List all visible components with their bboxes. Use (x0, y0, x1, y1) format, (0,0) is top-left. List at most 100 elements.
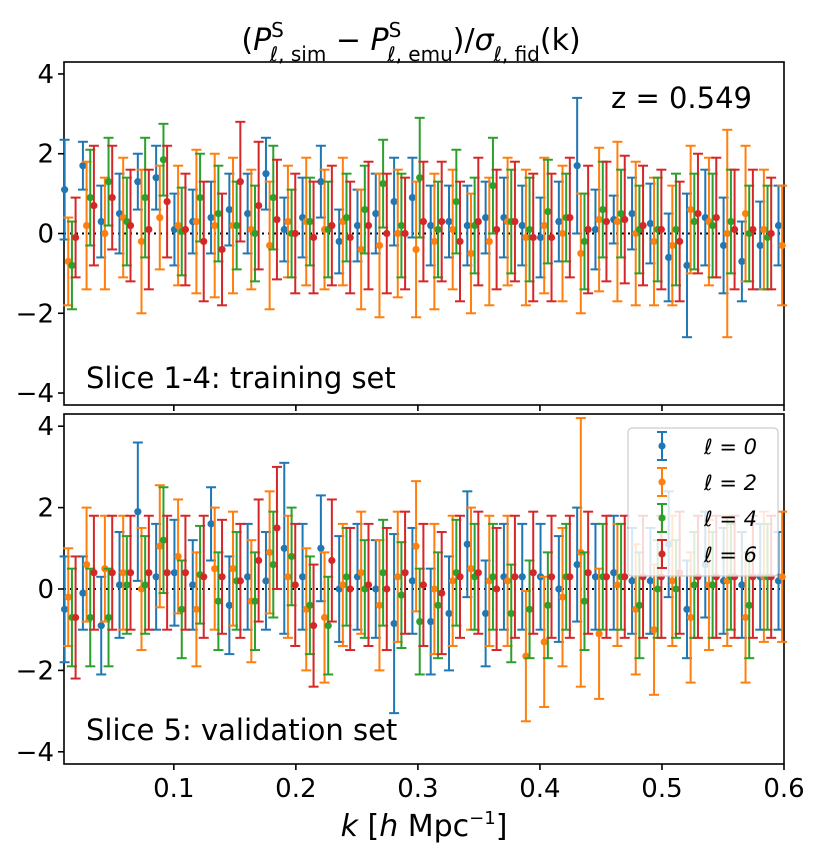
data-point (284, 573, 292, 581)
data-point (97, 622, 105, 630)
data-point (156, 213, 164, 222)
data-point (372, 585, 380, 593)
data-point (584, 225, 592, 234)
data-point (244, 573, 252, 581)
data-point (383, 229, 391, 238)
data-point (427, 617, 435, 626)
data-point (741, 613, 750, 622)
data-point (445, 217, 453, 226)
data-point (262, 170, 270, 178)
y-tick-label: 2 (37, 140, 54, 170)
data-point (86, 194, 94, 202)
data-point (152, 573, 160, 581)
title-close: )/ (453, 23, 476, 58)
data-point (555, 585, 563, 593)
data-point (178, 605, 186, 613)
y-tick-label: 0 (37, 220, 54, 250)
data-point (434, 601, 442, 609)
data-point (555, 217, 563, 226)
y-tick-label: −4 (16, 738, 54, 768)
data-point (635, 601, 643, 609)
data-point (364, 221, 373, 230)
data-point (709, 221, 717, 230)
legend-label: ℓ = 0 (703, 435, 757, 459)
data-point (525, 225, 534, 234)
data-point (244, 209, 252, 218)
data-point (86, 613, 94, 622)
data-point (503, 577, 512, 585)
data-point (518, 573, 526, 581)
data-point (474, 569, 482, 577)
data-point (650, 237, 658, 246)
data-point (511, 217, 519, 226)
series-0-3 (70, 120, 777, 307)
xlabel-close: ] (496, 809, 508, 844)
legend-label: ℓ = 4 (703, 507, 757, 531)
data-point (181, 569, 190, 577)
data-point (525, 605, 534, 613)
data-point (430, 237, 438, 246)
data-point (529, 233, 537, 242)
data-point (613, 217, 622, 226)
data-point (280, 225, 288, 234)
data-point (364, 581, 373, 589)
data-point (676, 237, 684, 246)
data-point (573, 560, 581, 569)
legend-marker-point (658, 442, 666, 450)
y-tick-label: 4 (37, 412, 54, 442)
data-point (192, 217, 201, 226)
data-point (335, 237, 343, 246)
xlabel-k: k (341, 809, 360, 844)
x-axis-label: k [h Mpc−1] (341, 808, 508, 844)
data-point (192, 605, 201, 613)
data-point (196, 194, 204, 202)
data-point (280, 544, 288, 552)
data-point (309, 233, 318, 242)
data-point (156, 542, 164, 550)
data-point (544, 207, 552, 216)
data-point (104, 178, 113, 186)
legend-entries: ℓ = 0 ℓ = 2 ℓ = 4 ℓ = 6 (657, 431, 757, 569)
data-point (141, 581, 149, 589)
data-point (375, 601, 384, 609)
data-point (687, 613, 695, 622)
data-point (621, 573, 629, 581)
data-point (104, 613, 113, 622)
data-point (621, 215, 629, 224)
xlabel-mpc: Mpc (398, 809, 469, 844)
data-point (379, 180, 387, 188)
data-point (518, 221, 526, 230)
data-point (445, 609, 453, 618)
data-point (346, 585, 354, 593)
legend-entry: ℓ = 2 (657, 467, 757, 497)
data-point (163, 197, 171, 206)
legend-label: ℓ = 6 (703, 543, 757, 567)
xlabel-exp: −1 (469, 808, 496, 829)
data-point (408, 194, 417, 202)
panel-label-validation: Slice 5: validation set (86, 713, 397, 747)
data-point (416, 174, 424, 182)
data-point (489, 182, 497, 190)
data-point (584, 569, 592, 577)
yticks-top: −4 −2 0 2 4 (16, 60, 64, 409)
data-point (467, 249, 475, 258)
data-point (394, 229, 402, 238)
data-point (577, 249, 585, 258)
data-point (412, 245, 420, 254)
data-point (760, 225, 768, 234)
data-point (211, 221, 219, 230)
data-point (61, 186, 69, 194)
data-point (342, 213, 351, 222)
data-point (317, 544, 325, 552)
data-point (547, 573, 556, 581)
data-point (266, 548, 274, 556)
x-tick-label: 0.5 (641, 774, 682, 804)
data-point (214, 209, 222, 218)
data-point (236, 178, 244, 186)
data-point (511, 573, 519, 581)
x-tick-label: 0.4 (519, 774, 560, 804)
data-point (357, 245, 365, 254)
data-point (438, 217, 446, 226)
